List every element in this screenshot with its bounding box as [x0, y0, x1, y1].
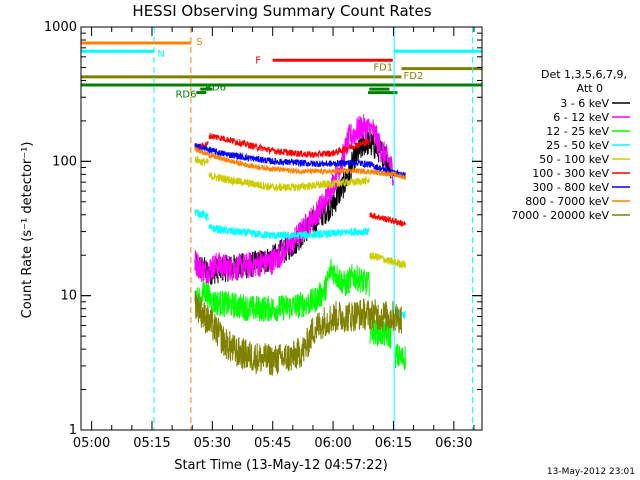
- x-tick-label: 06:15: [375, 436, 412, 451]
- plot-frame: [80, 26, 483, 431]
- x-tick-label: 05:00: [73, 436, 110, 451]
- flag-label: FD2: [404, 71, 424, 82]
- y-tick-label: 10: [60, 289, 77, 304]
- legend-entry-label: 300 - 800 keV: [532, 181, 609, 194]
- flag-label: RD6: [175, 89, 196, 100]
- series-line: [208, 132, 370, 159]
- flag-label: RD6: [205, 83, 226, 94]
- series-line: [194, 155, 209, 166]
- series-line: [194, 258, 370, 322]
- x-tick-label: 06:00: [314, 436, 351, 451]
- legend-entry-label: 50 - 100 keV: [539, 153, 609, 166]
- flag-label: FD1: [373, 62, 393, 73]
- legend-entry-label: 25 - 50 keV: [546, 139, 609, 152]
- vertical-markers: [153, 27, 474, 430]
- legend-entry-label: 12 - 25 keV: [546, 125, 609, 138]
- series-line: [395, 343, 406, 371]
- legend-entry-label: 6 - 12 keV: [553, 111, 609, 124]
- legend-entry-label: 800 - 7000 keV: [525, 195, 609, 208]
- y-axis-label: Count Rate (s⁻¹ detector⁻¹): [20, 142, 35, 319]
- y-axis-ticks: 1 10 100 1000: [44, 20, 482, 438]
- series-line: [369, 212, 406, 227]
- x-axis-label: Start Time (13-May-12 04:57:22): [174, 458, 388, 473]
- legend-entry-label: 3 - 6 keV: [560, 97, 609, 110]
- series-line: [369, 251, 406, 269]
- series-line: [208, 224, 370, 241]
- x-tick-label: 05:15: [133, 436, 170, 451]
- x-tick-label: 05:45: [254, 436, 291, 451]
- series-line: [208, 172, 370, 192]
- series-line: [194, 146, 406, 180]
- x-axis-ticks: 05:00 05:15 05:30 05:45 06:00 06:15 06:30: [73, 27, 475, 451]
- flag-label: N: [157, 49, 164, 60]
- footer-timestamp: 13-May-2012 23:01: [547, 467, 635, 477]
- flag-label: F: [255, 55, 261, 66]
- legend-entry-label: 7000 - 20000 keV: [511, 209, 609, 222]
- x-tick-label: 05:30: [194, 436, 231, 451]
- y-tick-label: 1: [69, 423, 77, 438]
- legend-entry-label: 100 - 300 keV: [532, 167, 609, 180]
- y-tick-label: 1000: [44, 20, 77, 35]
- series-line: [194, 208, 209, 222]
- chart-title: HESSI Observing Summary Count Rates: [132, 2, 431, 20]
- legend-header-line2: Att 0: [577, 82, 603, 95]
- legend-header-line1: Det 1,3,5,6,7,9,: [541, 68, 627, 81]
- series-line: [194, 143, 406, 179]
- data-series: [194, 114, 406, 376]
- series-line: [194, 290, 402, 376]
- flag-bars: S N F FD1 FD2 RD6 RD6: [81, 37, 482, 100]
- y-tick-label: 100: [52, 154, 77, 169]
- flag-label: S: [196, 37, 202, 48]
- series-line: [194, 114, 394, 285]
- x-tick-label: 06:30: [435, 436, 472, 451]
